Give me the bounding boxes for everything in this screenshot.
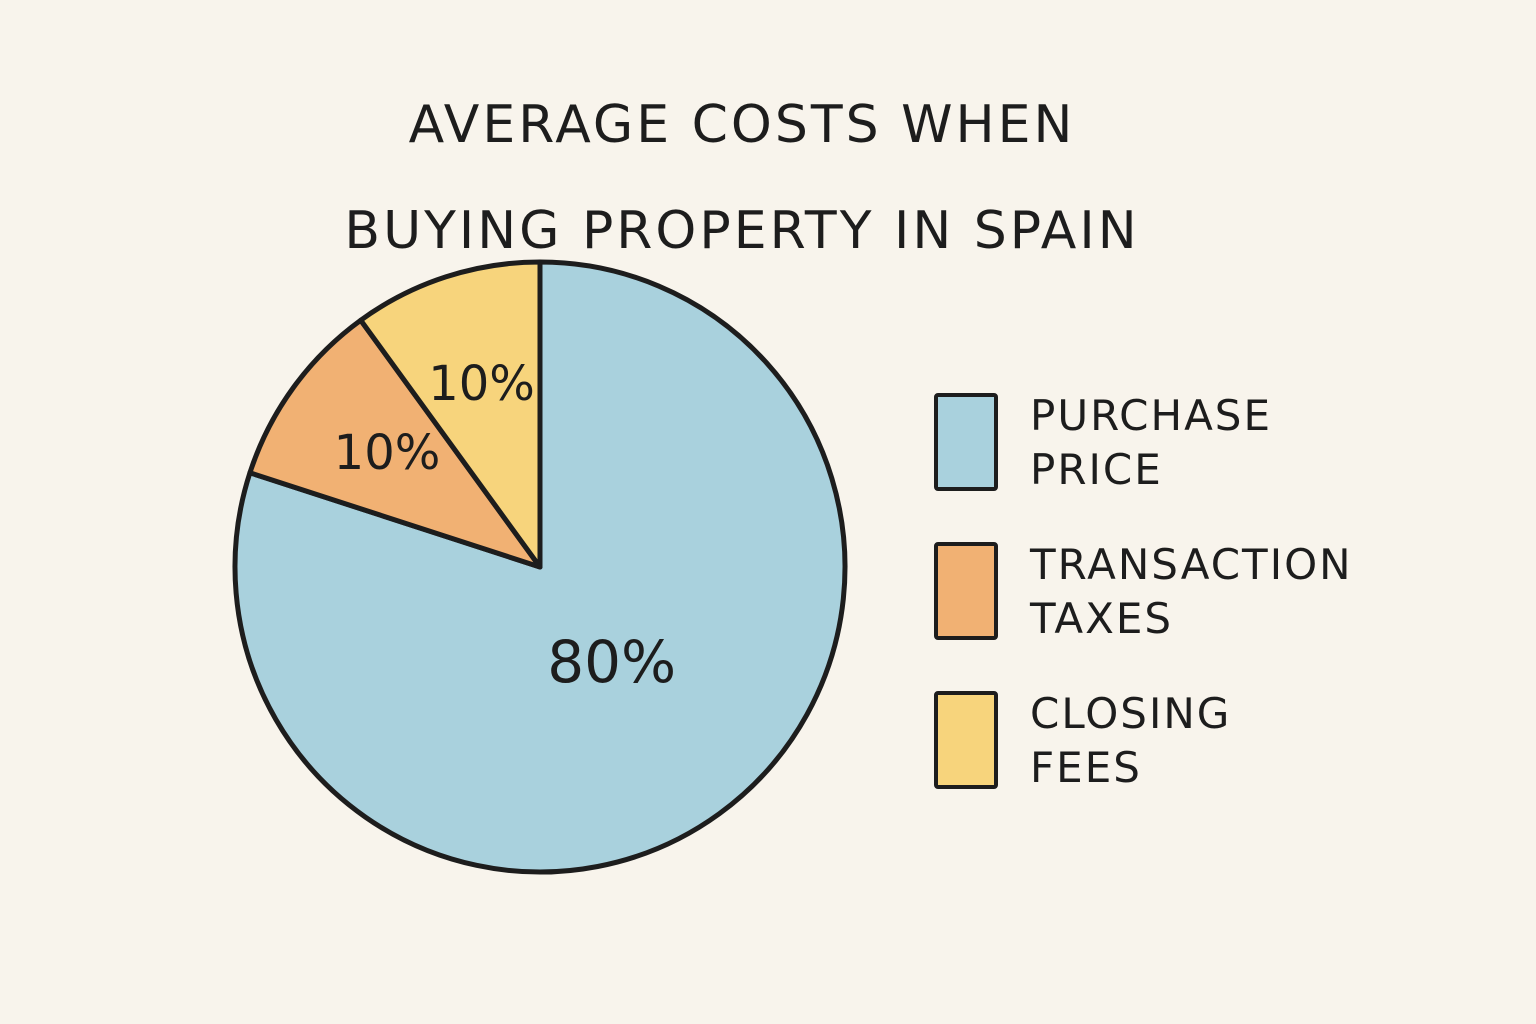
legend-swatch (934, 691, 998, 789)
pie-slice (247, 317, 543, 570)
slice-label: 80% (547, 628, 676, 696)
pie-slice (358, 259, 543, 570)
slice-label: 10% (428, 356, 535, 412)
legend-swatch (934, 393, 998, 491)
legend-label: CLOSING FEES (1030, 689, 1232, 792)
legend-label: PURCHASE PRICE (1030, 391, 1272, 494)
legend-swatch (934, 542, 998, 640)
chart-title: AVERAGE COSTS WHEN BUYING PROPERTY IN SP… (344, 95, 1140, 261)
slice-label: 10% (334, 425, 441, 481)
legend-label: TRANSACTION TAXES (1030, 540, 1353, 643)
